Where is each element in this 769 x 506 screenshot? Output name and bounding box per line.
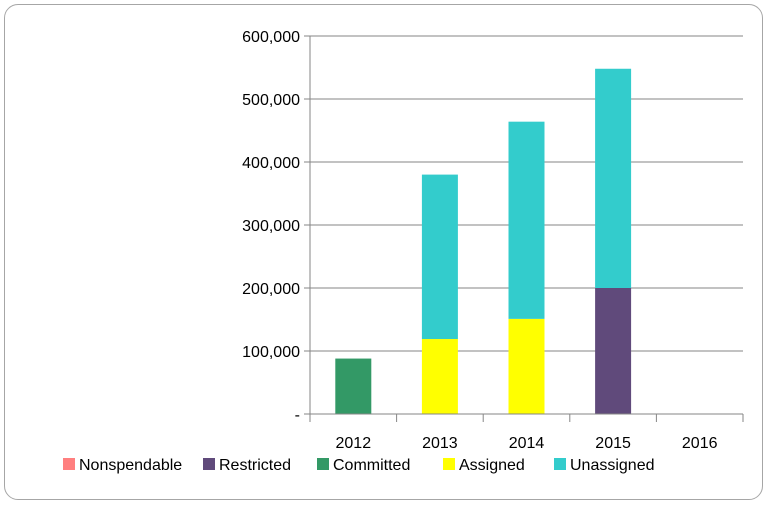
x-tick-label: 2012	[336, 435, 372, 452]
legend-swatch-committed	[317, 458, 329, 470]
x-tick-label: 2016	[682, 435, 718, 452]
legend-swatch-nonspendable	[63, 458, 75, 470]
gridlines	[310, 35, 743, 352]
x-tick-label: 2015	[595, 435, 631, 452]
legend: Nonspendable Restricted Committed Assigned U…	[63, 457, 655, 474]
legend-label-assigned: Assigned	[459, 457, 525, 474]
legend-label-nonspendable: Nonspendable	[79, 457, 182, 474]
y-tick-label: 100,000	[242, 344, 300, 361]
legend-label-unassigned: Unassigned	[570, 457, 655, 474]
bar-unassigned-2015	[595, 68, 632, 288]
bar-assigned-2014	[508, 318, 545, 414]
legend-label-committed: Committed	[333, 457, 410, 474]
bar-committed-2012	[335, 358, 372, 414]
y-tick-label: 200,000	[242, 281, 300, 298]
bar-assigned-2013	[421, 339, 458, 414]
legend-swatch-unassigned	[554, 458, 566, 470]
x-tick-labels: 2012 2013 2014 2015 2016	[336, 435, 718, 452]
y-tick-label: -	[295, 407, 300, 424]
bar-restricted-2015	[595, 288, 632, 414]
bar-unassigned-2014	[508, 121, 545, 319]
chart-frame	[4, 4, 763, 500]
bars	[335, 68, 632, 414]
y-tick-labels: - 100,000 200,000 300,000 400,000 500,000 600,…	[242, 29, 300, 424]
y-tick-label: 500,000	[242, 92, 300, 109]
bar-unassigned-2013	[421, 174, 458, 340]
x-tick-label: 2013	[422, 435, 458, 452]
y-tick-label: 300,000	[242, 218, 300, 235]
legend-swatch-assigned	[443, 458, 455, 470]
legend-label-restricted: Restricted	[219, 457, 291, 474]
y-tick-label: 400,000	[242, 155, 300, 172]
y-tick-label: 600,000	[242, 29, 300, 46]
x-tick-label: 2014	[509, 435, 545, 452]
axes	[304, 35, 744, 422]
legend-swatch-restricted	[203, 458, 215, 470]
